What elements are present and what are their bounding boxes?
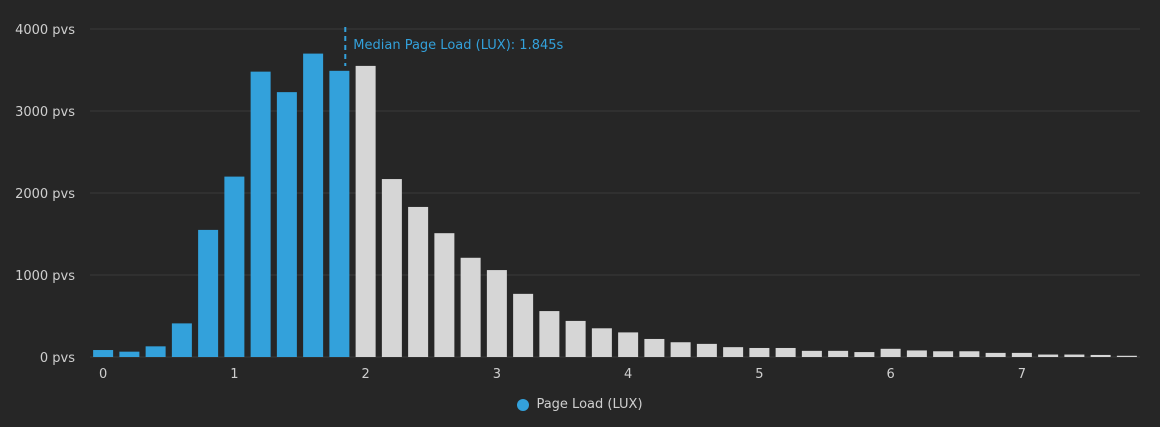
bar[interactable] [644,338,665,357]
bar[interactable] [1064,354,1085,357]
bar[interactable] [513,293,534,357]
bar[interactable] [171,323,192,357]
bar[interactable] [828,350,849,357]
bar[interactable] [381,179,402,357]
bar[interactable] [1011,352,1032,357]
y-tick-label: 3000 pvs [15,105,75,120]
x-tick-label: 3 [493,367,501,382]
bar[interactable] [670,342,691,357]
x-tick-label: 2 [361,367,369,382]
bar[interactable] [801,350,822,357]
y-tick-label: 2000 pvs [15,187,75,202]
bar[interactable] [880,348,901,357]
bar[interactable] [119,351,140,357]
legend[interactable]: Page Load (LUX) [0,397,1160,412]
bar[interactable] [1090,354,1111,357]
chart-canvas: 0 pvs 1000 pvs 2000 pvs 3000 pvs 4000 pvs 0 1 2… [15,23,1140,382]
bar[interactable] [408,206,429,357]
bar[interactable] [906,350,927,357]
bar[interactable] [723,347,744,357]
x-tick-label: 4 [624,367,632,382]
bar[interactable] [539,311,560,357]
bar[interactable] [198,229,219,357]
x-tick-label: 5 [755,367,763,382]
x-tick-label: 1 [230,367,238,382]
legend-marker [517,398,530,411]
bar[interactable] [591,328,612,357]
x-tick-label: 0 [99,367,107,382]
bar[interactable] [355,65,376,358]
bar[interactable] [486,270,507,357]
bar[interactable] [93,350,114,357]
bar[interactable] [276,92,297,357]
bar[interactable] [460,257,481,357]
x-tick-label: 7 [1018,367,1026,382]
bar[interactable] [618,332,639,357]
bar[interactable] [224,176,245,357]
legend-label: Page Load (LUX) [536,397,643,412]
bar[interactable] [434,233,455,357]
median-label: Median Page Load (LUX): 1.845s [353,38,563,53]
bar[interactable] [854,352,875,357]
bar[interactable] [250,71,271,357]
y-tick-label: 1000 pvs [15,269,75,284]
bar[interactable] [933,351,954,357]
bar[interactable] [329,70,350,357]
bar[interactable] [1116,355,1137,357]
bar[interactable] [749,347,770,357]
bar[interactable] [1038,354,1059,357]
bar[interactable] [959,351,980,357]
bar[interactable] [696,343,717,357]
x-tick-label: 6 [886,367,894,382]
bar[interactable] [565,320,586,357]
y-tick-label: 4000 pvs [15,23,75,38]
bar[interactable] [145,346,166,357]
y-tick-label: 0 pvs [40,351,75,366]
bar[interactable] [303,53,324,357]
bar[interactable] [985,352,1006,357]
bar[interactable] [775,347,796,357]
